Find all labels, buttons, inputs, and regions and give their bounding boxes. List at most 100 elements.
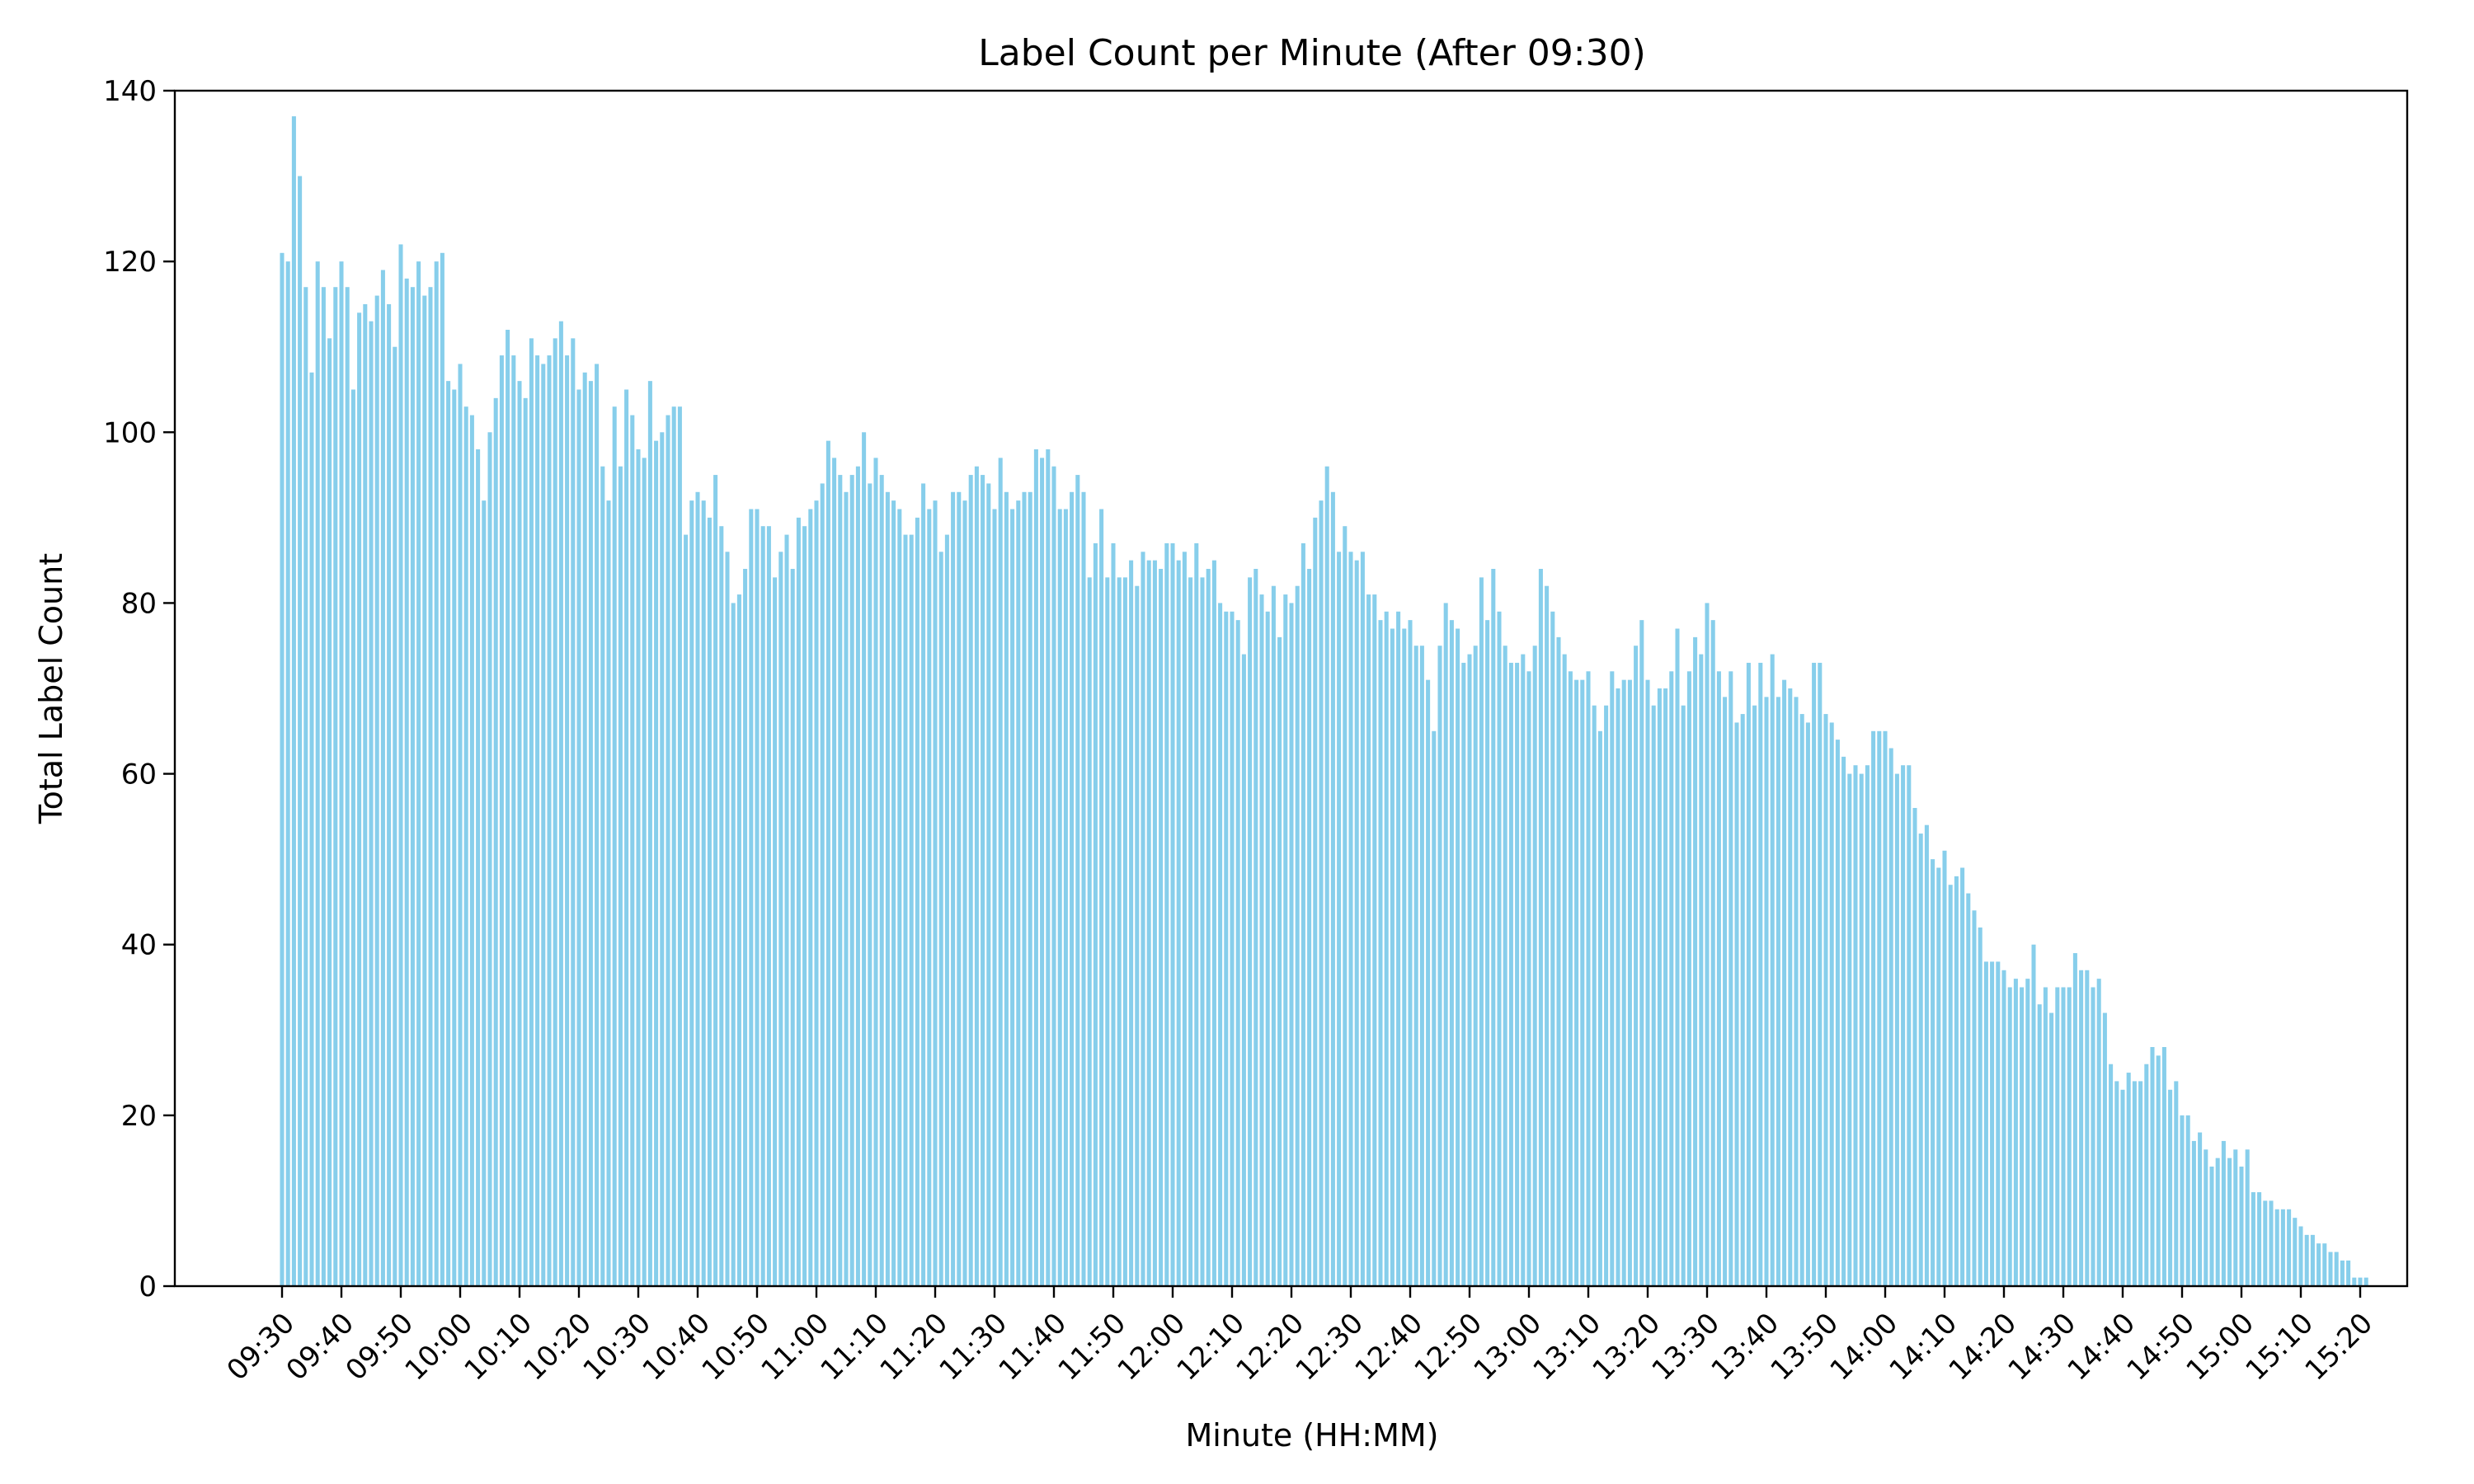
bar (1978, 928, 1982, 1286)
bar (1639, 620, 1644, 1286)
bar (1319, 500, 1324, 1286)
bar (2334, 1252, 2339, 1286)
bar (482, 500, 487, 1286)
bar (719, 526, 724, 1286)
bar (1526, 671, 1531, 1286)
x-tick-label: 13:40 (1705, 1307, 1786, 1388)
bar (1343, 526, 1348, 1286)
bar (2263, 1200, 2268, 1286)
bar (1337, 552, 1342, 1286)
bar (1616, 688, 1620, 1286)
bar (1990, 961, 1995, 1286)
bar (499, 355, 504, 1286)
bar (582, 372, 587, 1286)
bar (671, 406, 676, 1287)
bar (2204, 1149, 2208, 1286)
bar (2346, 1260, 2351, 1286)
bar (2067, 987, 2072, 1286)
bar (2310, 1234, 2315, 1286)
bar (2352, 1277, 2357, 1286)
bar (2138, 1081, 2143, 1286)
bar (1556, 636, 1561, 1286)
bar (1568, 671, 1573, 1286)
x-tick-label: 09:50 (340, 1307, 421, 1388)
bar (1093, 542, 1098, 1286)
bar (1960, 867, 1965, 1286)
bar (1818, 662, 1823, 1286)
bar (2114, 1081, 2119, 1286)
bar (1657, 688, 1662, 1286)
bar (612, 406, 617, 1287)
bar (1016, 500, 1021, 1286)
bar (1699, 654, 1704, 1286)
bar (1823, 714, 1828, 1286)
bar (1675, 628, 1680, 1286)
bar (1360, 552, 1365, 1286)
bar (1366, 594, 1371, 1286)
bar (434, 261, 439, 1286)
bar (2079, 970, 2084, 1286)
x-tick-label: 13:50 (1765, 1307, 1846, 1388)
bar (773, 577, 778, 1286)
bar (416, 261, 421, 1286)
y-tick-label: 20 (121, 1100, 157, 1133)
bar (974, 466, 979, 1286)
bar (487, 432, 492, 1286)
bar (1865, 765, 1870, 1286)
bar (1627, 679, 1632, 1286)
bar (1877, 730, 1882, 1286)
bar (291, 116, 296, 1286)
bar (1972, 910, 1977, 1286)
bar (951, 491, 956, 1286)
bar (1782, 679, 1787, 1286)
bar (1508, 662, 1513, 1286)
bar (636, 449, 641, 1286)
bar (576, 389, 581, 1286)
x-tick-label: 11:30 (934, 1307, 1014, 1388)
bar (1259, 594, 1264, 1286)
bar (1241, 654, 1246, 1286)
bar (1122, 577, 1127, 1286)
y-tick-label: 0 (139, 1270, 157, 1303)
bar (1996, 961, 2001, 1286)
bar (1705, 603, 1710, 1286)
bar (2233, 1149, 2238, 1286)
bar (1521, 654, 1526, 1286)
bar (2168, 1089, 2173, 1286)
bar (1456, 628, 1460, 1286)
bar (2269, 1200, 2274, 1286)
bar (677, 406, 682, 1287)
bar (879, 475, 884, 1286)
bar (2328, 1252, 2333, 1286)
bar (2174, 1081, 2179, 1286)
bar (2156, 1055, 2161, 1286)
bar (957, 491, 962, 1286)
bar (1081, 491, 1086, 1286)
bar (2150, 1047, 2155, 1286)
bar (1752, 705, 1757, 1286)
x-tick-label: 10:50 (696, 1307, 777, 1388)
bar (2251, 1192, 2255, 1286)
bar (654, 440, 659, 1286)
bar (523, 397, 528, 1286)
bar (2322, 1243, 2327, 1286)
bar (298, 176, 303, 1286)
bar (1651, 705, 1656, 1286)
bar (1117, 577, 1122, 1286)
bar (1788, 688, 1793, 1286)
bar (1966, 893, 1971, 1286)
x-tick-label: 13:10 (1527, 1307, 1608, 1388)
bar (1152, 560, 1157, 1286)
bar (517, 381, 522, 1286)
x-tick-label: 12:00 (1112, 1307, 1192, 1388)
bar (2215, 1158, 2220, 1286)
bar (1812, 662, 1817, 1286)
bar (1663, 688, 1668, 1286)
bar (1871, 730, 1876, 1286)
bar (2055, 987, 2060, 1286)
bar (1028, 491, 1032, 1286)
bar (1253, 569, 1258, 1286)
bar (1313, 517, 1318, 1286)
bar (1503, 646, 1507, 1286)
